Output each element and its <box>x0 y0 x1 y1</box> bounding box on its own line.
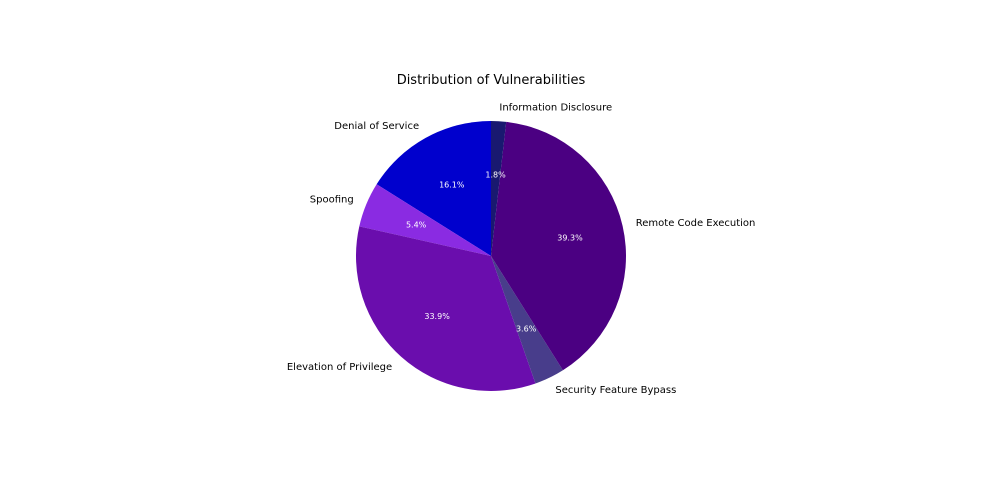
slice-percent-denial-of-service: 16.1% <box>439 181 465 190</box>
slice-percent-security-feature-bypass: 3.6% <box>516 324 537 333</box>
pie-slice-information-disclosure <box>491 121 507 256</box>
slice-label-security-feature-bypass: Security Feature Bypass <box>555 385 676 396</box>
slice-percent-spoofing: 5.4% <box>406 221 427 230</box>
slice-label-spoofing: Spoofing <box>310 194 354 205</box>
slice-label-denial-of-service: Denial of Service <box>334 121 419 132</box>
pie-slice-elevation-of-privilege <box>356 226 536 391</box>
pie-slices <box>356 121 626 391</box>
chart-title: Distribution of Vulnerabilities <box>397 73 586 88</box>
pie-slice-spoofing <box>359 184 491 256</box>
slice-percent-remote-code-execution: 39.3% <box>557 233 583 242</box>
pie-slice-remote-code-execution <box>491 121 626 371</box>
slice-label-elevation-of-privilege: Elevation of Privilege <box>287 362 392 373</box>
slice-label-information-disclosure: Information Disclosure <box>499 103 612 114</box>
slice-percent-elevation-of-privilege: 33.9% <box>424 312 450 321</box>
slice-percent-information-disclosure: 1.8% <box>485 171 506 180</box>
pie-labels: Denial of Service 16.1% Spoofing 5.4% Elevat… <box>287 103 756 396</box>
slice-label-remote-code-execution: Remote Code Execution <box>636 218 756 229</box>
pie-slice-security-feature-bypass <box>491 256 563 384</box>
pie-slice-denial-of-service <box>376 121 491 256</box>
